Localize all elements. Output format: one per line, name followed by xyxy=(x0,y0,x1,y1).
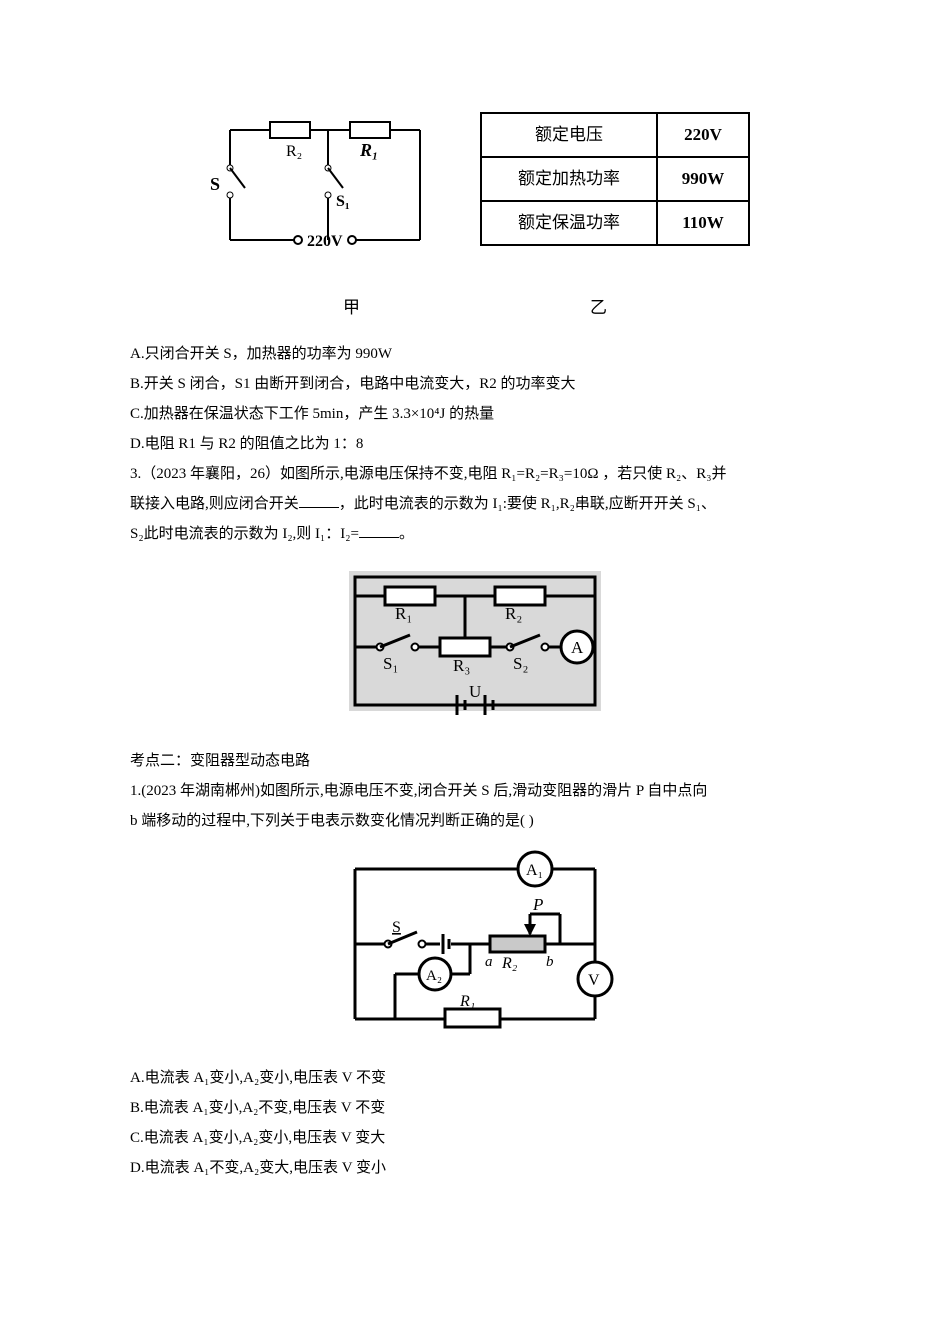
q1-opt-d: D.电流表 A₁不变,A₂变大,电压表 V 变小 xyxy=(130,1153,820,1183)
figure-1: R₂ R₁ S S₁ 220V 额定电压 220V 额定加热功率 990W 额定… xyxy=(130,110,820,281)
spec-val-2: 110W xyxy=(657,201,749,245)
f3-V: V xyxy=(588,972,600,989)
sec2-q1-line2: b 端移动的过程中,下列关于电表示数变化情况判断正确的是( ) xyxy=(130,806,820,836)
q3-line-1: 3.（2023 年襄阳，26）如图所示,电源电压保持不变,电阻 R₁=R₂=R₃… xyxy=(130,459,820,489)
spec-label-0: 额定电压 xyxy=(481,113,657,157)
f2-R3: R₃ xyxy=(453,656,470,675)
f3-A2: A₂ xyxy=(426,968,442,984)
spec-label-1: 额定加热功率 xyxy=(481,157,657,201)
caption-yi: 乙 xyxy=(590,291,607,325)
circuit-diagram-2: R₁ R₂ S₁ R₃ S₂ A U xyxy=(130,557,820,738)
f3-R2: R₂ xyxy=(501,955,518,972)
q2-opt-b: B.开关 S 闭合，S1 由断开到闭合，电路中电流变大，R2 的功率变大 xyxy=(130,369,820,399)
q1-opt-c: C.电流表 A₁变小,A₂变小,电压表 V 变大 xyxy=(130,1123,820,1153)
q1-opt-b: B.电流表 A₁变小,A₂不变,电压表 V 不变 xyxy=(130,1093,820,1123)
spec-label-2: 额定保温功率 xyxy=(481,201,657,245)
q3-text-2a: 联接入电路,则应闭合开关 xyxy=(130,496,299,512)
q3-line-3: S₂此时电流表的示数为 I₂,则 I₁：I₂= 。 xyxy=(130,519,820,549)
q3-text-3a: S₂此时电流表的示数为 I₂,则 I₁：I₂= xyxy=(130,526,359,542)
f3-P: P xyxy=(532,895,543,914)
f2-S2: S₂ xyxy=(513,654,528,673)
label-R2: R₂ xyxy=(286,143,302,160)
f3-b: b xyxy=(546,954,554,970)
spec-table: 额定电压 220V 额定加热功率 990W 额定保温功率 110W xyxy=(480,110,750,246)
q2-opt-a: A.只闭合开关 S，加热器的功率为 990W xyxy=(130,339,820,369)
q2-opt-d: D.电阻 R1 与 R2 的阻值之比为 1：8 xyxy=(130,429,820,459)
label-R1: R₁ xyxy=(359,140,378,160)
circuit-diagram-3: A₁ S P a R₂ b V A₂ R₁ xyxy=(130,844,820,1055)
circuit-diagram-1: R₂ R₁ S S₁ 220V xyxy=(200,110,450,281)
f2-R1: R₁ xyxy=(395,604,412,623)
f3-A1: A₁ xyxy=(526,862,543,879)
q3-text-3b: 。 xyxy=(399,526,414,542)
f2-S1: S₁ xyxy=(383,654,398,673)
label-220v: 220V xyxy=(307,233,343,250)
caption-jia: 甲 xyxy=(343,291,360,325)
f2-A: A xyxy=(571,638,584,657)
label-S1: S₁ xyxy=(336,193,350,210)
blank-1 xyxy=(299,492,339,508)
q2-opt-c: C.加热器在保温状态下工作 5min，产生 3.3×10⁴J 的热量 xyxy=(130,399,820,429)
f2-U: U xyxy=(469,682,481,701)
f3-S: S xyxy=(392,919,401,936)
figure1-captions: 甲 乙 xyxy=(130,291,820,325)
q1-opt-a: A.电流表 A₁变小,A₂变小,电压表 V 不变 xyxy=(130,1063,820,1093)
f2-R2: R₂ xyxy=(505,604,522,623)
spec-val-0: 220V xyxy=(657,113,749,157)
sec2-q1-line1: 1.(2023 年湖南郴州)如图所示,电源电压不变,闭合开关 S 后,滑动变阻器… xyxy=(130,776,820,806)
q3-line-2: 联接入电路,则应闭合开关 ，此时电流表的示数为 I₁:要使 R₁,R₂串联,应断开… xyxy=(130,489,820,519)
q3-text-2b: ，此时电流表的示数为 I₁:要使 R₁,R₂串联,应断开开关 S₁、 xyxy=(339,496,716,512)
spec-val-1: 990W xyxy=(657,157,749,201)
label-S: S xyxy=(210,174,220,194)
f3-a: a xyxy=(485,954,493,970)
f3-R1: R₁ xyxy=(459,993,475,1010)
section-2-heading: 考点二：变阻器型动态电路 xyxy=(130,746,820,776)
blank-2 xyxy=(359,522,399,538)
